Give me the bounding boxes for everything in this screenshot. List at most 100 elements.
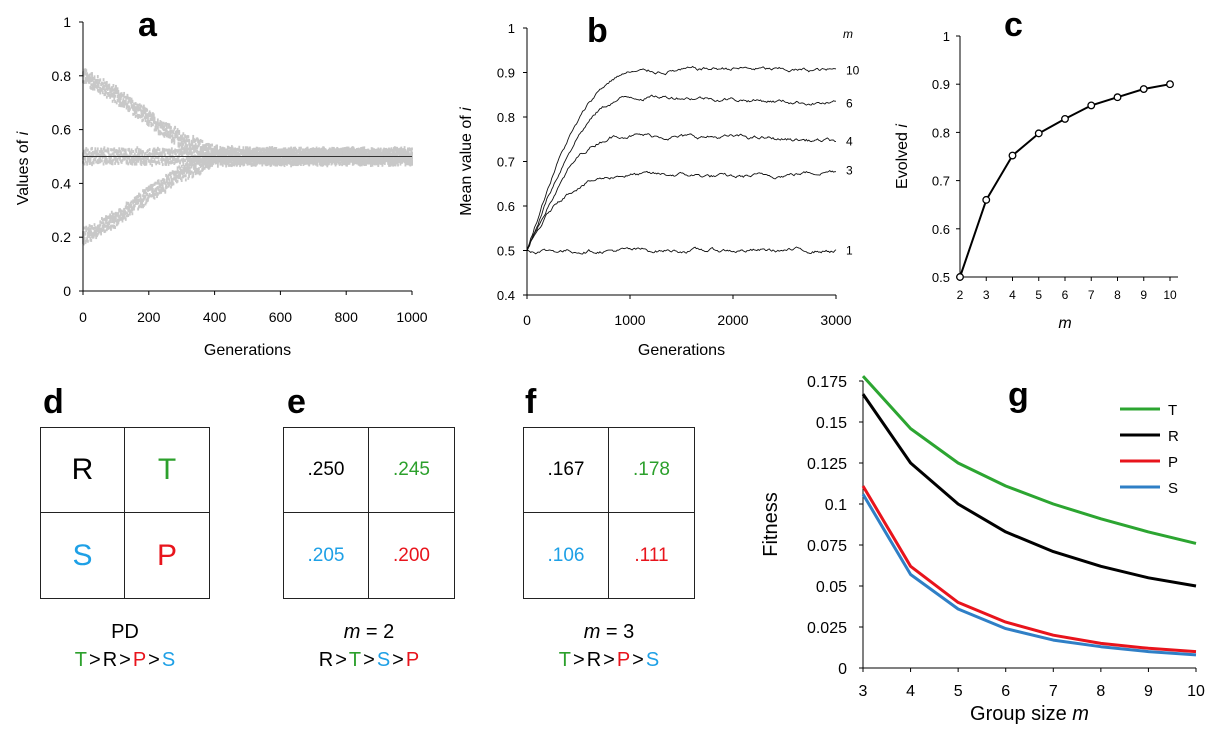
chart-a-point	[154, 192, 157, 196]
chart-a-point	[138, 148, 140, 152]
chart-a-point	[241, 157, 244, 161]
chart-a-point	[151, 194, 153, 198]
chart-a-point	[87, 148, 89, 152]
chart-a-point	[245, 150, 248, 154]
chart-a-point	[203, 166, 206, 170]
chart-a-point	[96, 150, 98, 154]
chart-a-point	[335, 156, 338, 160]
chart-a-point	[177, 170, 180, 174]
chart-a-point	[154, 125, 157, 129]
chart-a-point	[280, 163, 283, 167]
chart-a-point	[300, 162, 302, 166]
chart-a-point	[245, 157, 248, 161]
chart-a-point	[406, 152, 408, 156]
chart-a-point	[211, 163, 214, 167]
chart-a-point	[84, 241, 87, 245]
chart-a-point	[267, 162, 270, 166]
chart-a-point	[216, 162, 219, 166]
chart-a-point	[189, 148, 191, 152]
chart-a-point	[144, 113, 147, 117]
chart-a-point	[120, 160, 123, 164]
chart-a-point	[345, 157, 348, 161]
chart-a-point	[402, 159, 404, 163]
chart-a-point	[389, 148, 392, 152]
chart-g-series-R	[861, 393, 1197, 588]
chart-a-point	[165, 126, 168, 130]
chart-a-point	[110, 156, 112, 160]
chart-a-point	[111, 99, 114, 103]
chart-a-point	[157, 156, 160, 160]
chart-a-point	[109, 161, 112, 165]
chart-a-point	[118, 153, 121, 157]
chart-a-point	[406, 159, 409, 163]
chart-b-ylabel-part-1: i	[458, 107, 475, 111]
chart-a-point	[300, 154, 303, 158]
chart-g-xtick-label: 6	[1001, 683, 1010, 700]
chart-a-point	[153, 116, 156, 120]
chart-a-point	[105, 221, 107, 225]
chart-a-point	[89, 159, 92, 163]
chart-a-point	[235, 148, 238, 152]
chart-a-point	[138, 198, 140, 202]
chart-a-ylabel-part-1: i	[15, 131, 32, 135]
chart-a-point	[158, 148, 161, 152]
chart-b-xtick-label: 3000	[820, 312, 851, 328]
chart-c-ytick-label: 0.8	[932, 125, 950, 140]
chart-a-point	[128, 96, 131, 100]
chart-a-point	[260, 156, 263, 160]
chart-a-point	[285, 161, 288, 165]
chart-a-point	[102, 151, 105, 155]
chart-a-point	[196, 161, 199, 165]
chart-a-point	[313, 159, 316, 163]
chart-a-point	[261, 151, 264, 155]
chart-a: 00.20.40.60.810 200 400 600 800 1000Generatio…	[15, 14, 428, 359]
chart-a-point	[179, 173, 181, 177]
chart-a-point	[293, 159, 296, 163]
chart-a-point	[86, 162, 89, 166]
chart-a-point	[237, 151, 240, 155]
chart-a-point	[393, 161, 396, 165]
chart-a-point	[242, 161, 245, 165]
chart-a-point	[396, 146, 399, 150]
chart-a-point	[144, 151, 147, 155]
chart-a-point	[105, 81, 108, 85]
chart-a-point	[164, 131, 167, 135]
chart-a-point	[294, 152, 297, 156]
chart-a-point	[207, 150, 210, 154]
chart-a-point	[216, 150, 218, 154]
chart-a-point	[125, 106, 128, 110]
chart-a-point	[114, 100, 116, 104]
chart-a-point	[351, 158, 353, 162]
chart-g-legend-label-T: T	[1168, 402, 1177, 419]
chart-a-point	[389, 163, 392, 167]
chart-a-point	[223, 158, 226, 162]
chart-a-point	[260, 158, 263, 162]
chart-a-point	[120, 94, 123, 98]
chart-a-point	[251, 152, 254, 156]
chart-a-point	[314, 154, 317, 158]
chart-a-point	[154, 181, 157, 185]
chart-a-point	[132, 199, 135, 203]
chart-a-point	[92, 85, 95, 89]
chart-a-point	[169, 153, 172, 157]
chart-a-point	[124, 157, 126, 161]
chart-a-point	[186, 149, 189, 153]
chart-g-xtick-label: 8	[1096, 683, 1105, 700]
chart-a-point	[143, 162, 146, 166]
chart-a-point	[258, 156, 260, 160]
chart-a-point	[131, 212, 134, 216]
chart-a-point	[325, 160, 328, 164]
chart-b-series-4	[526, 133, 836, 251]
chart-a-point	[269, 153, 272, 157]
chart-a-point	[171, 134, 174, 138]
chart-a-point	[281, 148, 283, 152]
chart-a-point	[130, 200, 133, 204]
chart-a-point	[150, 157, 153, 161]
chart-a-point	[142, 191, 145, 195]
chart-a-ylabel-part-0: Values of	[15, 135, 32, 205]
chart-a-point	[190, 165, 193, 169]
chart-a-point	[161, 182, 164, 186]
chart-a-point	[163, 150, 166, 154]
chart-a-point	[214, 147, 217, 151]
chart-a-point	[226, 148, 229, 152]
